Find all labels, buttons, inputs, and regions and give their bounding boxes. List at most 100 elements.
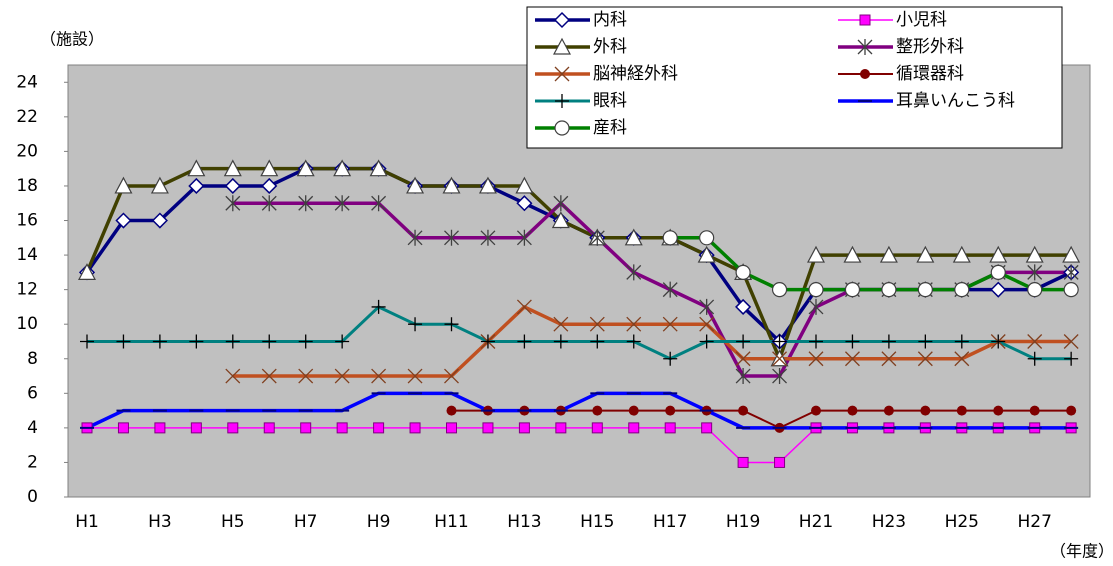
y-tick-label: 16 [16, 211, 38, 231]
y-tick-label: 20 [16, 141, 38, 161]
marker [553, 11, 571, 29]
marker [952, 245, 971, 263]
marker [442, 176, 461, 194]
x-tick-label: H7 [294, 512, 318, 532]
marker [261, 195, 277, 212]
marker [187, 159, 206, 177]
marker [189, 334, 204, 349]
marker [1063, 264, 1079, 281]
marker [772, 351, 788, 367]
y-tick-label: 4 [27, 418, 38, 438]
marker [224, 177, 241, 195]
series-line [86, 391, 1072, 430]
marker [298, 195, 314, 212]
marker [553, 334, 568, 349]
marker [225, 195, 241, 212]
x-tick-label: H27 [1017, 512, 1051, 532]
marker [591, 422, 603, 434]
legend-label: 整形外科 [896, 37, 964, 57]
x-tick-label: H25 [945, 512, 979, 532]
series-line [87, 305, 1072, 361]
marker [990, 264, 1006, 280]
marker [152, 334, 167, 349]
marker [188, 177, 205, 195]
marker [860, 69, 870, 79]
marker [516, 299, 532, 315]
marker [1063, 282, 1079, 298]
marker [844, 351, 860, 367]
marker [336, 422, 348, 434]
marker [665, 405, 676, 416]
marker [624, 228, 643, 246]
series-line [232, 305, 1072, 378]
marker [444, 368, 459, 384]
marker [300, 422, 312, 434]
marker [518, 422, 530, 434]
marker [117, 422, 129, 434]
marker [737, 456, 749, 468]
marker [1025, 245, 1044, 263]
marker [371, 299, 386, 314]
marker [335, 334, 350, 349]
legend-label: 小児科 [896, 10, 947, 30]
marker [699, 230, 715, 246]
legend-label: 循環器科 [896, 64, 964, 84]
marker [480, 229, 496, 246]
marker [883, 405, 894, 416]
marker [736, 334, 751, 349]
marker [1027, 264, 1043, 281]
marker [296, 159, 315, 177]
marker [408, 317, 423, 332]
marker [116, 334, 131, 349]
marker [991, 334, 1006, 349]
y-tick-label: 2 [27, 452, 38, 472]
marker [334, 195, 350, 212]
marker [772, 334, 787, 349]
marker [1029, 405, 1040, 416]
marker [920, 405, 931, 416]
x-tick-label: H21 [799, 512, 833, 532]
marker [774, 456, 786, 468]
marker [115, 212, 132, 229]
marker [553, 195, 569, 212]
marker [555, 94, 569, 108]
marker [555, 422, 567, 434]
marker [223, 159, 242, 177]
marker [626, 264, 642, 281]
marker [478, 176, 497, 194]
marker [809, 334, 823, 349]
marker [697, 245, 716, 263]
marker [554, 66, 570, 82]
marker [369, 159, 388, 177]
x-tick-label: H1 [75, 512, 99, 532]
marker [1027, 351, 1042, 366]
marker [554, 120, 570, 136]
marker [154, 422, 166, 434]
marker [482, 422, 494, 434]
marker [662, 281, 678, 298]
legend-label: 耳鼻いんこう科 [896, 91, 1015, 111]
marker [699, 298, 715, 315]
marker [150, 176, 169, 194]
x-tick-label: H5 [221, 512, 245, 532]
marker [298, 334, 313, 349]
y-tick-label: 22 [16, 107, 38, 127]
marker [261, 177, 278, 195]
x-tick-label: H3 [148, 512, 172, 532]
marker [409, 422, 421, 434]
marker [735, 264, 751, 280]
marker [114, 176, 133, 194]
marker [263, 422, 275, 434]
marker [699, 334, 714, 349]
marker [989, 245, 1008, 263]
marker [881, 351, 897, 367]
marker [373, 422, 385, 434]
x-axis-label: （年度） [1050, 542, 1113, 561]
marker [808, 351, 824, 367]
marker [628, 405, 639, 416]
marker [553, 37, 571, 55]
marker [954, 334, 969, 349]
x-tick-label: H15 [580, 512, 614, 532]
marker [298, 368, 314, 384]
